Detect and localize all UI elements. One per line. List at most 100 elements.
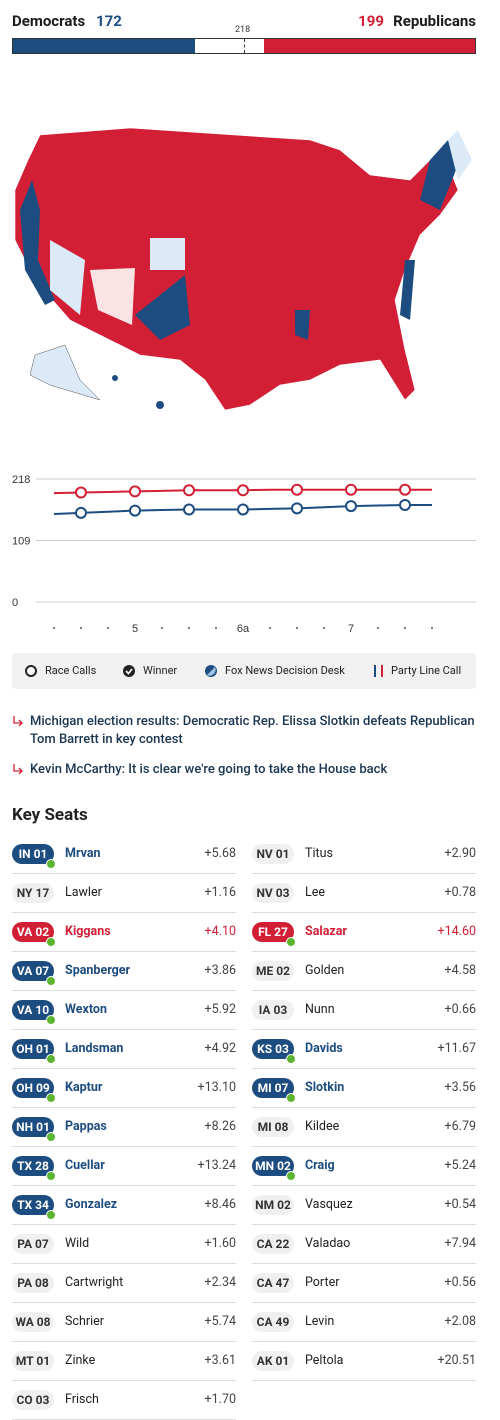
race-call-icon [25, 665, 37, 677]
winner-check [46, 1093, 56, 1103]
district-badge: MI 08 [252, 1117, 294, 1137]
legend-item: Race Calls [45, 664, 97, 677]
section-title: Key Seats [12, 805, 88, 825]
race-call-marker [399, 483, 411, 496]
seat-row: VA 10 Wexton +5.92 [12, 991, 236, 1030]
seat-row: AK 01 Peltola +20.51 [252, 1342, 476, 1381]
race-call-marker [75, 486, 87, 499]
margin: +0.56 [444, 1275, 476, 1290]
winner-check [286, 1171, 296, 1181]
margin: +4.10 [204, 924, 236, 939]
race-call-marker [237, 484, 249, 497]
candidate-name: Slotkin [305, 1080, 345, 1095]
race-call-marker [291, 502, 303, 515]
candidate-name: Lawler [65, 885, 102, 900]
map-region [400, 260, 415, 320]
headline-text: Kevin McCarthy: It is clear we're going … [30, 762, 388, 777]
winner-icon [123, 665, 135, 677]
y-tick-label: 0 [12, 597, 18, 609]
headline-text: Michigan election results: Democratic Re… [30, 714, 475, 747]
district-badge: MN 02 [252, 1156, 294, 1176]
x-tick-dot [188, 627, 190, 629]
district-badge: TX 34 [12, 1195, 54, 1215]
seat-row: CA 49 Levin +2.08 [252, 1303, 476, 1342]
seat-row: OH 09 Kaptur +13.10 [12, 1069, 236, 1108]
seat-row: VA 02 Kiggans +4.10 [12, 913, 236, 952]
race-call-marker [183, 484, 195, 497]
headline-link[interactable]: Michigan election results: Democratic Re… [12, 713, 478, 749]
arrow-icon [13, 764, 23, 775]
decision-desk-icon [205, 665, 217, 677]
candidate-name: Frisch [65, 1392, 99, 1407]
map [14, 127, 472, 411]
seat-row: MN 02 Craig +5.24 [252, 1147, 476, 1186]
candidate-name: Davids [305, 1041, 343, 1056]
margin: +3.56 [444, 1080, 476, 1095]
seat-row: VA 07 Spanberger +3.86 [12, 952, 236, 991]
race-call-marker [345, 483, 357, 496]
x-tick-dot [296, 627, 298, 629]
seat-row: MI 07 Slotkin +3.56 [252, 1069, 476, 1108]
candidate-name: Salazar [305, 924, 348, 939]
margin: +7.94 [444, 1236, 476, 1251]
candidate-name: Wexton [65, 1002, 107, 1017]
district-badge: PA 08 [12, 1273, 54, 1293]
race-call-marker [183, 503, 195, 516]
candidate-name: Zinke [65, 1353, 96, 1368]
seat-row: ME 02 Golden +4.58 [252, 952, 476, 991]
candidate-name: Landsman [65, 1041, 124, 1056]
dem-label: Democrats [12, 12, 86, 30]
candidate-name: Gonzalez [65, 1197, 118, 1212]
rep-count: 199 [358, 12, 384, 30]
district-badge: VA 07 [12, 961, 54, 981]
x-tick-label: 6a [237, 623, 250, 635]
seat-row: TX 34 Gonzalez +8.46 [12, 1186, 236, 1225]
winner-check [46, 1171, 56, 1181]
district-badge: AK 01 [252, 1351, 294, 1371]
map-region [20, 180, 55, 305]
margin: +1.60 [204, 1236, 236, 1251]
margin: +2.34 [204, 1275, 236, 1290]
margin: +0.66 [444, 1002, 476, 1017]
district-badge: VA 02 [12, 922, 54, 942]
winner-check [46, 937, 56, 947]
majority-label: 218 [235, 25, 251, 35]
candidate-name: Schrier [65, 1314, 104, 1329]
district-badge: OH 09 [12, 1078, 54, 1098]
x-tick-dot [215, 627, 217, 629]
margin: +8.26 [204, 1119, 236, 1134]
y-tick-label: 218 [12, 474, 30, 486]
margin: +1.70 [204, 1392, 236, 1407]
margin: +4.92 [204, 1041, 236, 1056]
headline-link[interactable]: Kevin McCarthy: It is clear we're going … [12, 761, 478, 779]
race-call-marker [399, 498, 411, 511]
margin: +1.16 [204, 885, 236, 900]
seat-row: NY 17 Lawler +1.16 [12, 874, 236, 913]
race-call-marker [129, 504, 141, 517]
x-tick-dot [269, 627, 271, 629]
seat-row: NM 02 Vasquez +0.54 [252, 1186, 476, 1225]
dem-count: 172 [96, 12, 122, 30]
x-tick-dot [80, 627, 82, 629]
margin: +5.68 [204, 846, 236, 861]
map-alaska [29, 344, 101, 401]
candidate-name: Kildee [305, 1119, 340, 1134]
district-badge: CA 22 [252, 1234, 294, 1254]
y-tick-label: 109 [12, 536, 30, 548]
winner-check [46, 859, 56, 869]
candidate-name: Spanberger [65, 963, 131, 978]
candidate-name: Golden [305, 963, 345, 978]
margin: +3.86 [204, 963, 236, 978]
legend: Race Calls Winner Fox News Decision Desk… [12, 653, 476, 689]
seat-row: IN 01 Mrvan +5.68 [12, 835, 236, 874]
x-tick-dot [53, 627, 55, 629]
winner-check [286, 1054, 296, 1064]
legend-item: Winner [143, 664, 178, 677]
line-chart: 0 109 218 5 6a 7 [12, 474, 476, 635]
district-badge: NY 17 [12, 883, 54, 903]
winner-check [46, 1132, 56, 1142]
candidate-name: Cartwright [65, 1275, 124, 1290]
candidate-name: Valadao [305, 1236, 351, 1251]
majority-line [244, 39, 245, 53]
district-badge: NV 01 [252, 844, 294, 864]
